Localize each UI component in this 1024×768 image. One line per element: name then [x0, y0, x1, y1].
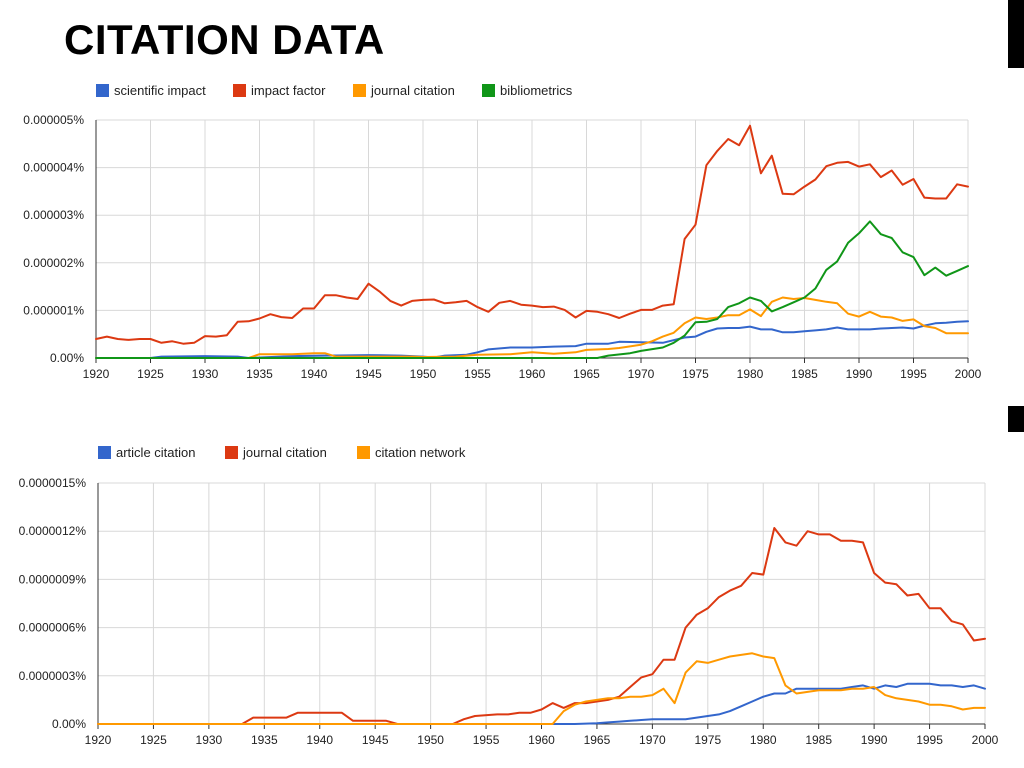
x-tick-label: 1960 [519, 367, 546, 381]
x-tick-label: 1920 [85, 733, 112, 747]
y-tick-label: 0.00% [52, 717, 86, 731]
legend-item-scientific-impact: scientific impact [96, 83, 206, 98]
x-tick-label: 1985 [791, 367, 818, 381]
y-tick-label: 0.0000009% [19, 572, 87, 586]
x-tick-label: 1955 [464, 367, 491, 381]
x-tick-label: 1975 [682, 367, 709, 381]
y-tick-label: 0.0000003% [19, 669, 87, 683]
x-tick-label: 1930 [196, 733, 223, 747]
legend-item-journal-citation: journal citation [353, 83, 455, 98]
x-tick-label: 1940 [301, 367, 328, 381]
slide-edge-marker [1008, 406, 1024, 432]
x-tick-label: 1990 [846, 367, 873, 381]
x-tick-label: 1955 [473, 733, 500, 747]
series-line-journal-citation [95, 296, 969, 359]
legend-swatch [98, 446, 111, 459]
series-line-scientific-impact [95, 320, 969, 359]
legend-label: article citation [116, 445, 195, 460]
x-tick-label: 1995 [916, 733, 943, 747]
x-tick-label: 1925 [137, 367, 164, 381]
line-chart-bottom: article citation journal citation citation… [19, 445, 999, 747]
x-tick-label: 1970 [628, 367, 655, 381]
x-tick-label: 1965 [584, 733, 611, 747]
x-tick-label: 2000 [955, 367, 982, 381]
legend-swatch [482, 84, 495, 97]
x-tick-label: 1960 [528, 733, 555, 747]
x-tick-label: 1940 [306, 733, 333, 747]
legend-label: impact factor [251, 83, 326, 98]
series-line-bibliometrics [95, 220, 969, 359]
slide-edge-marker [1008, 0, 1024, 68]
legend-item-citation-network: citation network [357, 445, 466, 460]
y-tick-label: 0.0000012% [19, 524, 87, 538]
x-tick-label: 1930 [192, 367, 219, 381]
legend-item-impact-factor: impact factor [233, 83, 326, 98]
legend-label: journal citation [370, 83, 455, 98]
y-tick-label: 0.00% [50, 351, 84, 365]
x-tick-label: 1945 [362, 733, 389, 747]
series-line-article-citation [97, 682, 986, 725]
series-line-impact-factor [95, 124, 969, 345]
x-tick-label: 1975 [694, 733, 721, 747]
x-tick-label: 1950 [410, 367, 437, 381]
x-tick-label: 2000 [972, 733, 999, 747]
x-tick-label: 1990 [861, 733, 888, 747]
y-tick-label: 0.0000006% [19, 621, 87, 635]
legend-item-article-citation: article citation [98, 445, 195, 460]
legend-item-journal-citation: journal citation [225, 445, 327, 460]
y-tick-label: 0.000004% [23, 161, 84, 175]
x-tick-label: 1945 [355, 367, 382, 381]
legend-swatch [233, 84, 246, 97]
legend-swatch [357, 446, 370, 459]
y-tick-label: 0.000003% [23, 208, 84, 222]
y-tick-label: 0.0000015% [19, 476, 87, 490]
legend-label: citation network [375, 445, 466, 460]
x-tick-label: 1970 [639, 733, 666, 747]
line-chart-top: scientific impact impact factor journal ci… [23, 83, 982, 381]
legend-label: bibliometrics [500, 83, 573, 98]
y-tick-label: 0.000002% [23, 256, 84, 270]
x-tick-label: 1950 [417, 733, 444, 747]
x-tick-label: 1985 [805, 733, 832, 747]
x-tick-label: 1965 [573, 367, 600, 381]
legend-swatch [225, 446, 238, 459]
x-tick-label: 1935 [246, 367, 273, 381]
x-tick-label: 1995 [900, 367, 927, 381]
x-tick-label: 1980 [750, 733, 777, 747]
x-tick-label: 1920 [83, 367, 110, 381]
page-title: CITATION DATA [64, 16, 385, 63]
x-tick-label: 1925 [140, 733, 167, 747]
legend-swatch [96, 84, 109, 97]
x-tick-label: 1935 [251, 733, 278, 747]
x-tick-label: 1980 [737, 367, 764, 381]
y-tick-label: 0.000005% [23, 113, 84, 127]
legend-item-bibliometrics: bibliometrics [482, 83, 573, 98]
legend-label: journal citation [242, 445, 327, 460]
y-tick-label: 0.000001% [23, 303, 84, 317]
series-line-citation-network [97, 652, 986, 725]
legend-swatch [353, 84, 366, 97]
legend-label: scientific impact [114, 83, 206, 98]
